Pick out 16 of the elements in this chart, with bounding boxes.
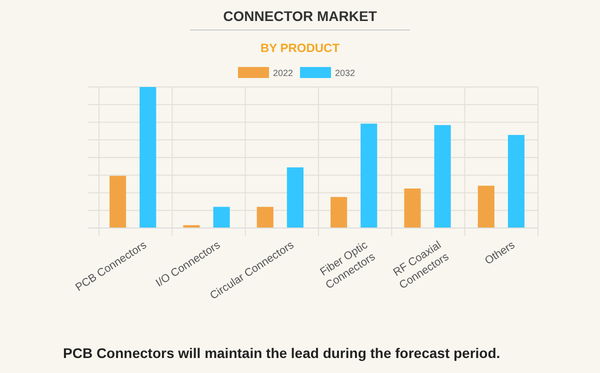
chart-subtitle: BY PRODUCT (260, 41, 340, 55)
bar (478, 186, 494, 228)
bar (110, 176, 126, 228)
text: PCB Connectors will maintain the lead during the forecast period. (63, 345, 500, 361)
bar (286, 167, 304, 228)
bar (330, 196, 348, 228)
bar (360, 124, 378, 228)
bar (508, 134, 524, 228)
bar (434, 125, 451, 228)
legend-label: 2032 (335, 68, 356, 78)
bar (213, 206, 230, 228)
bar (256, 206, 274, 228)
bar (404, 188, 421, 228)
chart-title: CONNECTOR MARKET (223, 8, 378, 24)
legend-label: 2022 (273, 68, 294, 78)
bar (140, 87, 156, 228)
